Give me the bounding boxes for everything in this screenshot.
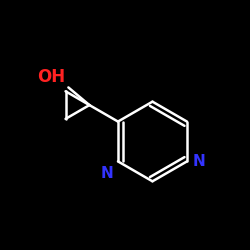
Text: N: N xyxy=(101,166,114,180)
Text: OH: OH xyxy=(37,68,65,86)
Text: N: N xyxy=(193,154,206,169)
